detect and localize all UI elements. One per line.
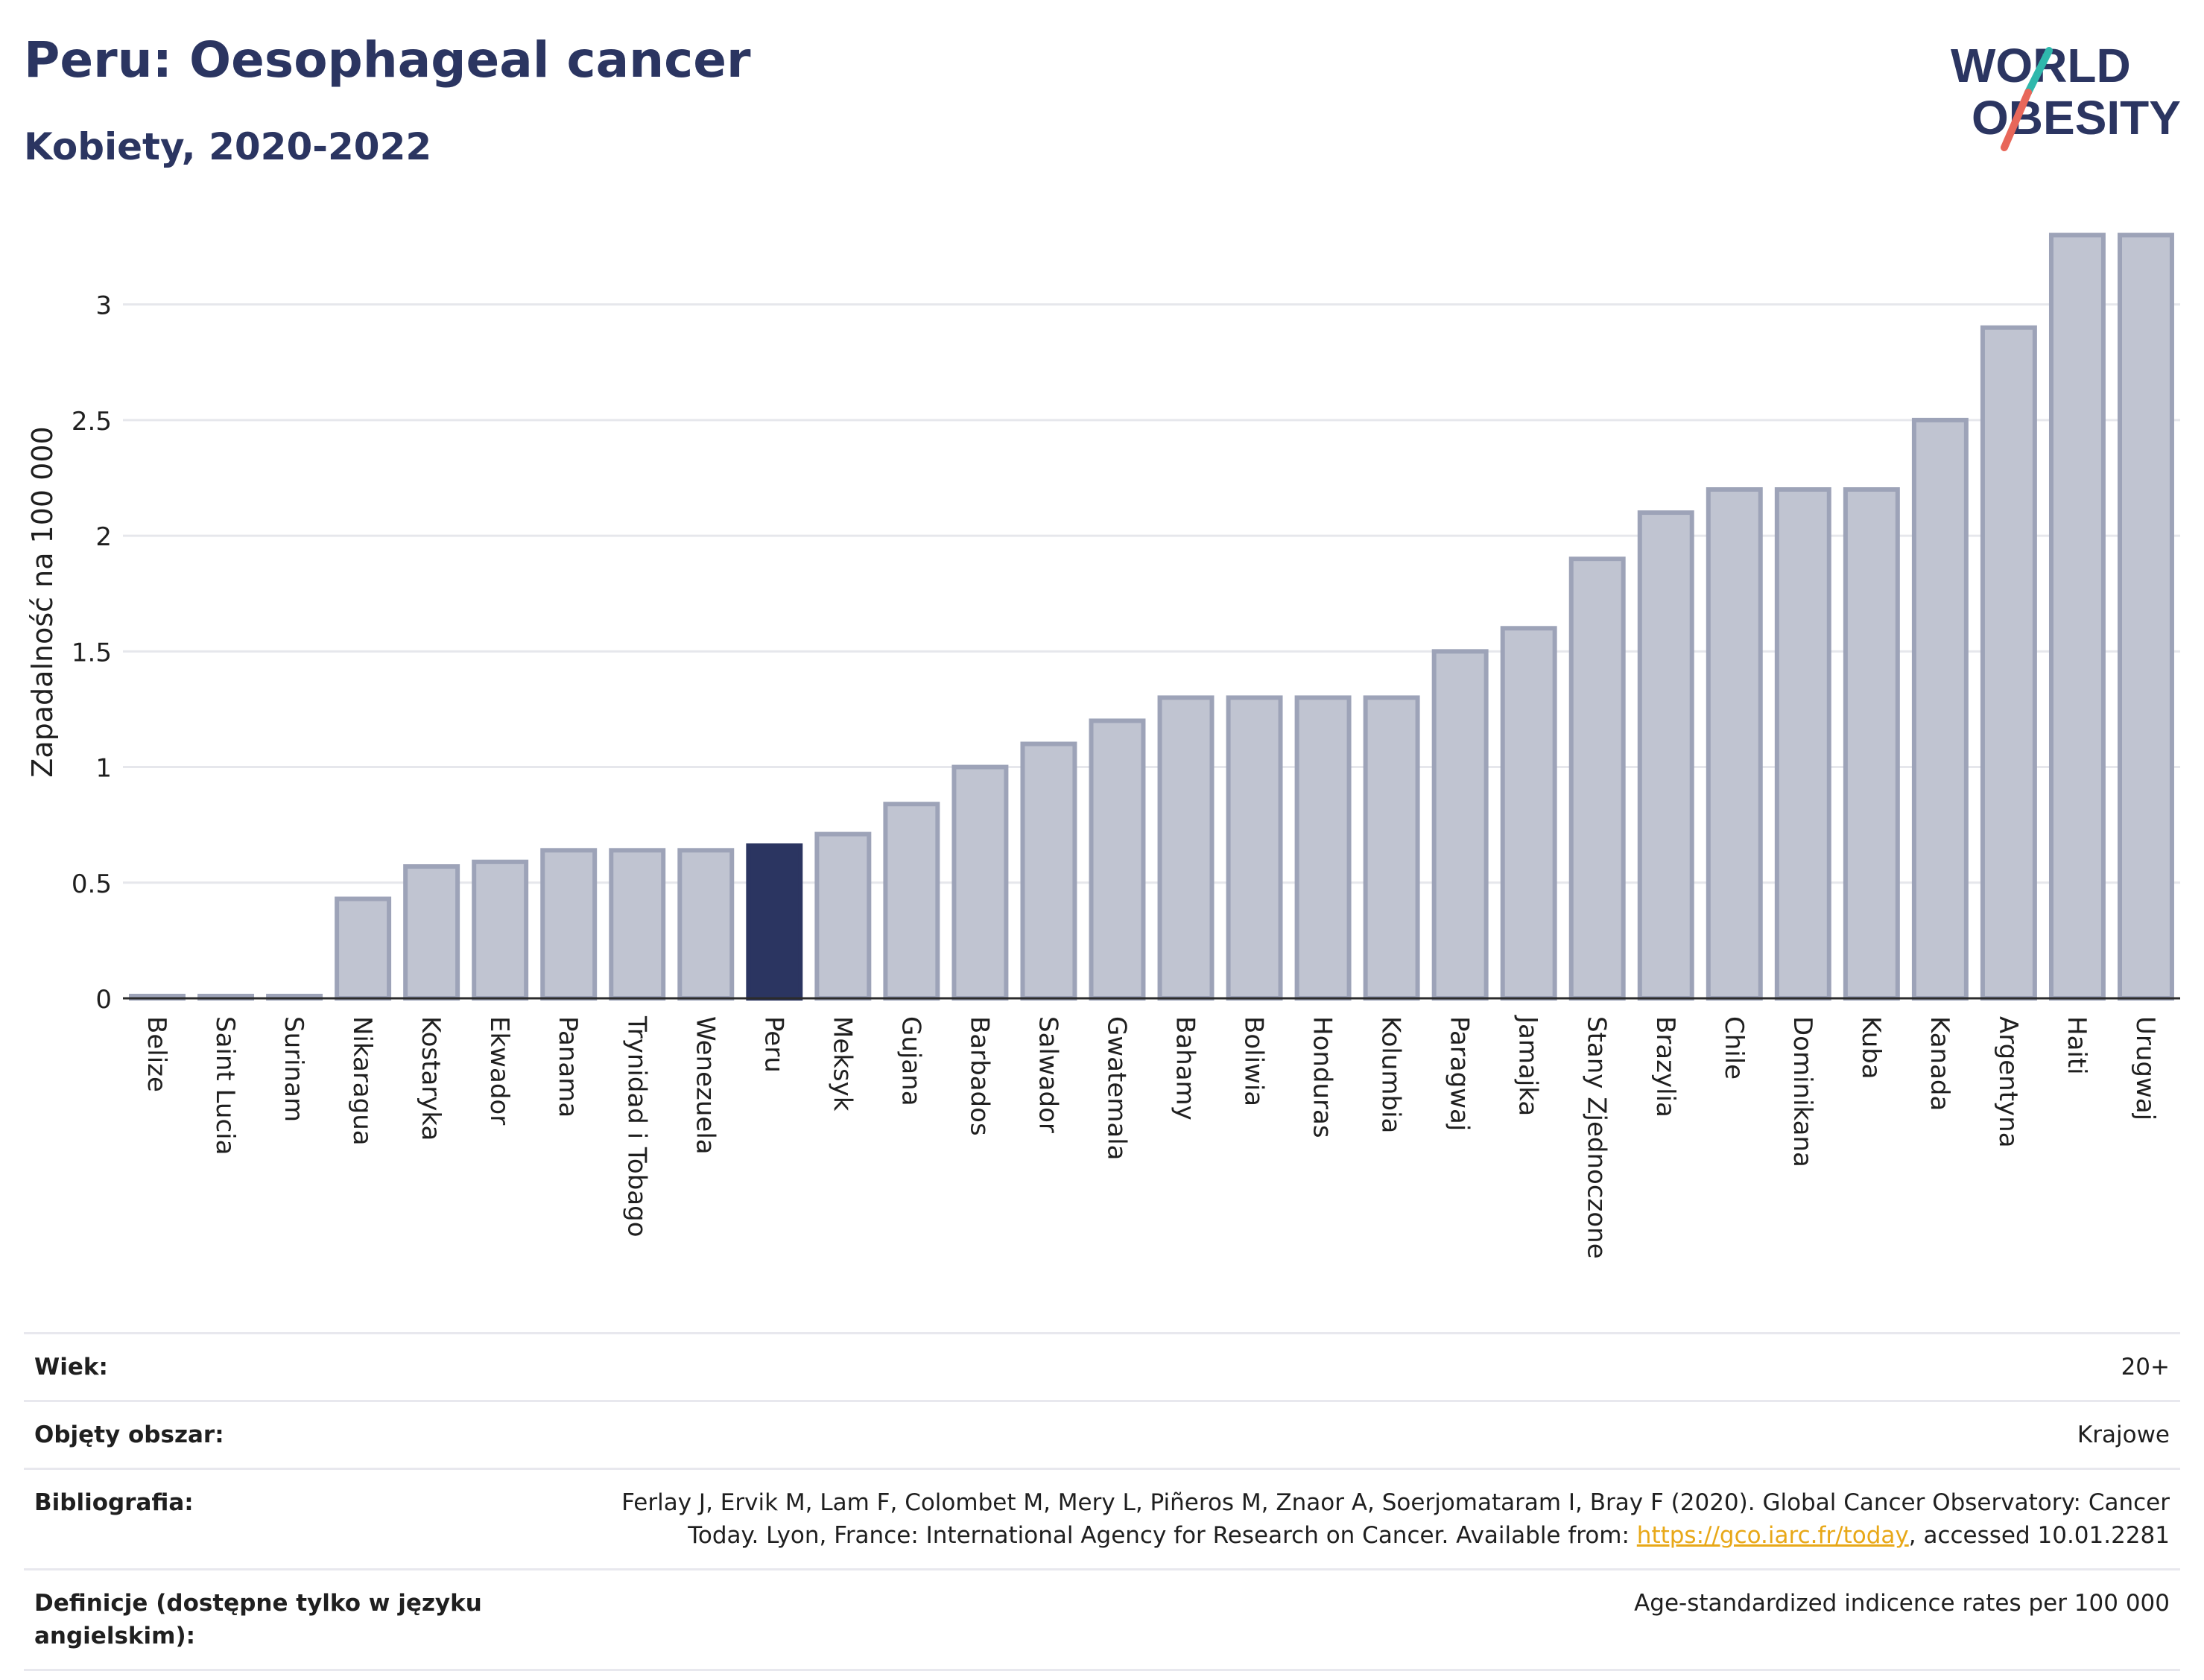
x-tick-label: Gwatemala <box>1101 1016 1131 1160</box>
x-tick-label: Chile <box>1719 1016 1749 1080</box>
x-tick-label: Ekwador <box>484 1016 514 1125</box>
x-tick-label: Belize <box>142 1016 171 1092</box>
bar-stany-zjednoczone <box>1568 557 1626 1001</box>
bibliography-text: Ferlay J, Ervik M, Lam F, Colombet M, Me… <box>621 1489 2170 1549</box>
meta-definitions-label: Definicje (dostępne tylko w języku angie… <box>34 1590 482 1649</box>
bar-argentyna <box>1980 325 2037 1001</box>
x-tick-label: Brazylia <box>1650 1016 1680 1118</box>
bar-gwatemala <box>1089 718 1146 1001</box>
x-tick-label: Argentyna <box>1993 1016 2023 1148</box>
bar-chart: 0 0.5 1 1.5 2 2.5 3 Belize Saint Lucia Surinam Nik… <box>26 232 2180 1259</box>
logo-slash-bottom <box>2001 89 2032 151</box>
bar-brazylia <box>1637 510 1694 1001</box>
x-tick-label: Boliwia <box>1239 1016 1269 1106</box>
bar-dominikana <box>1774 487 1831 1001</box>
bar-ekwador <box>472 859 529 1001</box>
bar-gujana <box>883 802 940 1001</box>
bar-haiti <box>2048 232 2106 1001</box>
x-tick-label: Trynidad i Tobago <box>621 1015 651 1237</box>
bar-wenezuela <box>677 848 735 1001</box>
meta-coverage-label: Objęty obszar: <box>34 1421 224 1448</box>
bar-paragwaj <box>1431 649 1489 1001</box>
x-tick-label: Paragwaj <box>1445 1016 1475 1131</box>
y-tick-label: 1.5 <box>72 638 112 668</box>
x-tick-label: Meksyk <box>827 1016 857 1112</box>
chart-subtitle: Kobiety, 2020-2022 <box>24 125 432 168</box>
bar-honduras <box>1294 695 1352 1001</box>
meta-row-age: Wiek: 20+ <box>24 1332 2180 1400</box>
x-tick-label: Panama <box>553 1016 583 1118</box>
bar-kanada <box>1911 417 1969 1001</box>
x-tick-label: Kolumbia <box>1376 1016 1406 1133</box>
x-tick-label: Nikaragua <box>347 1016 377 1146</box>
world-obesity-logo: WORLD OBESITY <box>1951 39 2181 151</box>
bar-chile <box>1706 487 1763 1001</box>
y-tick-label: 2.5 <box>72 407 112 437</box>
meta-row-coverage: Objęty obszar: Krajowe <box>24 1400 2180 1468</box>
metadata-table: Wiek: 20+ Objęty obszar: Krajowe Bibliog… <box>24 1332 2180 1671</box>
meta-age-label: Wiek: <box>34 1354 108 1381</box>
x-tick-label: Honduras <box>1308 1016 1337 1138</box>
meta-bibliography-label: Bibliografia: <box>34 1489 194 1516</box>
x-tick-label: Haiti <box>2062 1016 2091 1075</box>
x-tick-label: Kuba <box>1856 1016 1886 1080</box>
bibliography-accessed: , accessed 10.01.2281 <box>1908 1522 2170 1549</box>
x-tick-label: Saint Lucia <box>210 1016 240 1155</box>
meta-definitions-value: Age-standardized indicence rates per 100… <box>1634 1590 2170 1617</box>
bar-boliwia <box>1226 695 1283 1001</box>
meta-coverage-value: Krajowe <box>2077 1421 2170 1448</box>
x-tick-label: Salwador <box>1033 1016 1063 1133</box>
x-tick-label: Kostaryka <box>416 1016 446 1141</box>
bar-kolumbia <box>1363 695 1420 1001</box>
y-tick-label: 3 <box>95 291 112 321</box>
bar-bahamy <box>1157 695 1215 1001</box>
y-axis-label: Zapadalność na 100 000 <box>26 426 59 777</box>
y-tick-label: 0.5 <box>72 869 112 899</box>
bar-barbados <box>951 764 1009 1001</box>
bar-urugwaj <box>2118 232 2174 1001</box>
bar-peru <box>746 843 803 1001</box>
logo-slash-top <box>2024 47 2053 96</box>
bibliography-link[interactable]: https://gco.iarc.fr/today <box>1636 1522 1909 1549</box>
x-tick-label: Gujana <box>896 1016 925 1106</box>
axes: 0 0.5 1 1.5 2 2.5 3 Belize Saint Lucia Surinam Nik… <box>72 291 2180 1259</box>
bar-salwador <box>1020 741 1077 1001</box>
bar-meksyk <box>814 831 872 1001</box>
bars <box>129 232 2174 1001</box>
bar-kuba <box>1843 487 1900 1001</box>
x-tick-label: Jamajka <box>1513 1015 1543 1116</box>
bar-nikaragua <box>335 896 392 1001</box>
meta-row-bibliography: Bibliografia: Ferlay J, Ervik M, Lam F, … <box>24 1468 2180 1568</box>
meta-row-definitions: Definicje (dostępne tylko w języku angie… <box>24 1568 2180 1671</box>
x-tick-label: Barbados <box>964 1016 994 1136</box>
x-tick-label: Peru <box>759 1016 788 1073</box>
bar-trynidad-i-tobago <box>609 848 666 1001</box>
x-tick-label: Kanada <box>1925 1016 1954 1111</box>
x-tick-label: Wenezuela <box>690 1016 720 1155</box>
y-tick-label: 2 <box>95 522 112 552</box>
bar-kostaryka <box>403 864 460 1001</box>
chart-title: Peru: Oesophageal cancer <box>24 31 751 89</box>
x-tick-label: Dominikana <box>1787 1016 1817 1167</box>
y-tick-label: 1 <box>95 754 112 784</box>
x-tick-label: Urugwaj <box>2130 1016 2160 1120</box>
meta-age-value: 20+ <box>2121 1354 2170 1381</box>
x-tick-label: Bahamy <box>1171 1016 1200 1120</box>
x-tick-label: Surinam <box>279 1016 308 1122</box>
bar-jamajka <box>1500 626 1557 1001</box>
meta-bibliography-value: Ferlay J, Ervik M, Lam F, Colombet M, Me… <box>545 1486 2170 1552</box>
bar-panama <box>540 848 598 1001</box>
x-tick-label: Stany Zjednoczone <box>1582 1016 1612 1259</box>
y-tick-label: 0 <box>95 985 112 1015</box>
grid-lines <box>123 303 2180 884</box>
